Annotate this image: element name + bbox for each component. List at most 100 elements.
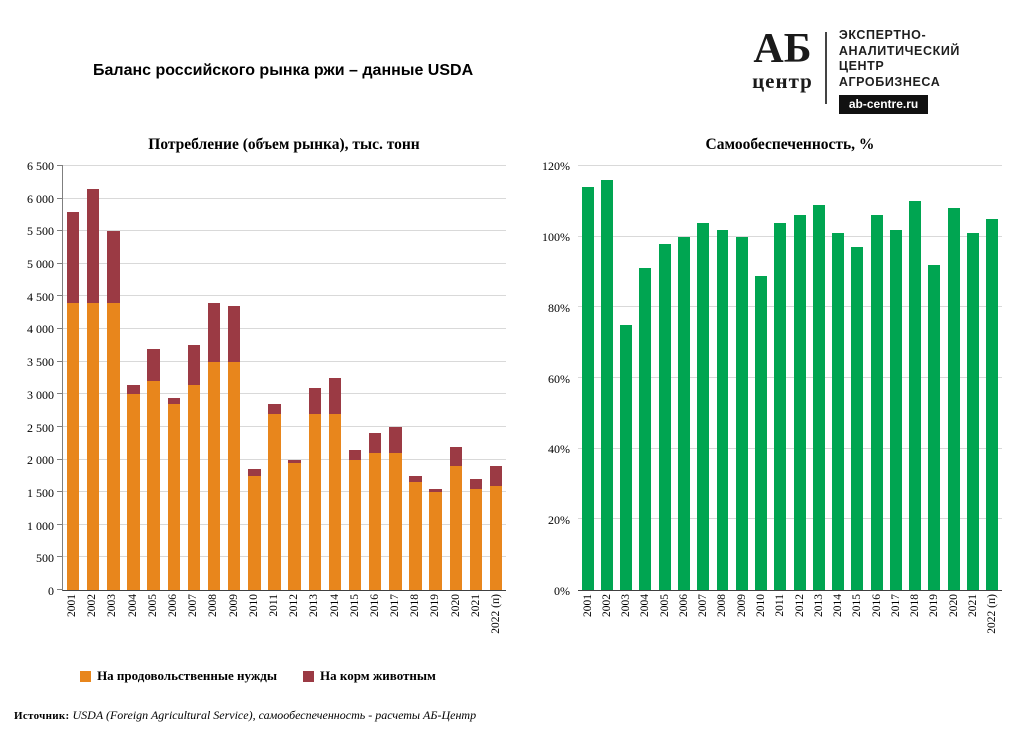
bar-2011 xyxy=(268,166,281,590)
bar-2020 xyxy=(947,166,960,590)
bar-segment xyxy=(288,459,301,463)
bar-slot xyxy=(963,166,982,590)
page-title: Баланс российского рынка ржи – данные US… xyxy=(93,62,474,79)
bars-container xyxy=(63,166,506,590)
y-axis-label: 4 500 xyxy=(27,289,54,304)
x-axis-slot: 2007 xyxy=(183,591,203,655)
y-axis-tick xyxy=(57,165,63,166)
bar-segment xyxy=(697,222,710,590)
x-axis-slot: 2019 xyxy=(925,591,944,655)
x-axis-label: 2004 xyxy=(639,594,652,617)
x-axis: 2001 2002 2003 2004 2005 2006 2007 2008 2009 2010… xyxy=(578,591,1002,655)
bar-segment xyxy=(409,475,422,483)
bar-segment xyxy=(167,404,181,590)
y-axis-tick xyxy=(57,230,63,232)
y-axis-label: 5 000 xyxy=(27,257,54,272)
y-axis-label: 60% xyxy=(548,371,570,386)
legend-item: На продовольственные нужды xyxy=(80,668,277,684)
logo-right-block: ЭКСПЕРТНО- АНАЛИТИЧЕСКИЙ ЦЕНТР АГРОБИЗНЕСА … xyxy=(838,28,960,114)
bar-slot xyxy=(144,166,164,590)
bar-2019 xyxy=(928,166,941,590)
plot-area xyxy=(57,165,506,591)
legend-label: На продовольственные нужды xyxy=(97,668,278,683)
bar-2007 xyxy=(697,166,710,590)
bar-slot xyxy=(771,166,790,590)
bar-segment xyxy=(127,394,140,590)
bar-2009 xyxy=(227,166,241,590)
x-axis-label: 2008 xyxy=(207,594,220,617)
y-axis-label: 6 000 xyxy=(27,191,54,206)
bar-slot xyxy=(925,166,944,590)
bar-slot xyxy=(224,166,244,590)
legend-label: На корм животным xyxy=(320,668,436,683)
bar-2008 xyxy=(207,166,221,590)
bar-2016 xyxy=(870,166,883,590)
bar-segment xyxy=(167,397,181,405)
logo-wordmark: АБ центр xyxy=(752,28,813,92)
bar-slot xyxy=(674,166,693,590)
logo-subtitle-line: ЦЕНТР xyxy=(838,59,885,73)
bar-2018 xyxy=(409,166,422,590)
x-axis-label: 2001 xyxy=(66,594,79,617)
x-axis-label: 2016 xyxy=(368,594,381,617)
gridline xyxy=(63,165,506,166)
x-axis-label: 2011 xyxy=(267,594,280,617)
bar-segment xyxy=(966,233,979,590)
y-axis-label: 0 xyxy=(48,584,54,598)
source-label: Источник: xyxy=(14,710,70,722)
gridline xyxy=(63,360,506,362)
logo-subtitle-line: АГРОБИЗНЕСА xyxy=(838,74,941,89)
bar-segment xyxy=(429,488,442,493)
bar-segment xyxy=(469,479,483,489)
bar-segment xyxy=(755,275,767,590)
bar-slot xyxy=(906,166,925,590)
y-axis-label: 100% xyxy=(542,229,570,244)
gridline xyxy=(63,197,506,199)
x-axis-slot: 2010 xyxy=(244,591,264,655)
x-axis-label: 2015 xyxy=(348,594,361,617)
bar-slot xyxy=(655,166,674,590)
chart-title: Потребление (объем рынка), тыс. тонн xyxy=(148,136,420,153)
bar-slot xyxy=(790,166,809,590)
x-axis-label: 2009 xyxy=(735,594,748,617)
y-axis-label: 2 500 xyxy=(27,420,54,435)
x-axis-label: 2009 xyxy=(227,594,240,617)
x-axis-label: 2005 xyxy=(146,594,159,617)
bar-slot xyxy=(578,166,597,590)
bar-2001 xyxy=(581,166,594,590)
bar-2013 xyxy=(308,166,321,590)
bar-2013 xyxy=(812,166,825,590)
bar-2012 xyxy=(288,166,301,590)
logo-subtitle-line: АНАЛИТИЧЕСКИЙ xyxy=(838,43,960,58)
x-axis-slot: 2004 xyxy=(123,591,143,655)
x-axis-slot: 2015 xyxy=(848,591,867,655)
gridline xyxy=(578,306,1002,308)
ab-centre-logo: АБ центр ЭКСПЕРТНО- АНАЛИТИЧЕСКИЙ ЦЕНТР АГР… xyxy=(752,28,960,114)
bar-2012 xyxy=(793,166,806,590)
bar-2021 xyxy=(966,166,979,590)
bar-segment xyxy=(716,229,729,590)
bar-segment xyxy=(348,449,362,460)
x-axis-slot: 2008 xyxy=(713,591,732,655)
gridline xyxy=(63,393,506,395)
x-axis-label: 2008 xyxy=(716,594,729,617)
gridline xyxy=(63,328,506,330)
bar-2022 (п) xyxy=(489,166,503,590)
bar-2022 (п) xyxy=(986,166,999,590)
y-axis-label: 3 000 xyxy=(27,387,54,402)
bar-segment xyxy=(812,204,825,590)
bar-segment xyxy=(268,404,281,414)
x-axis-slot: 2011 xyxy=(771,591,790,655)
gridline xyxy=(578,235,1002,237)
x-axis-label: 2016 xyxy=(870,594,883,617)
plot-wrap: 2001 2002 2003 2004 2005 2006 2007 2008 2009 2010… xyxy=(578,165,1002,655)
bar-slot xyxy=(713,166,732,590)
x-axis-slot: 2003 xyxy=(617,591,636,655)
bar-segment xyxy=(308,413,321,590)
x-axis-label: 2018 xyxy=(409,594,422,617)
x-axis-slot: 2014 xyxy=(324,591,344,655)
bar-2017 xyxy=(889,166,902,590)
y-axis-label: 40% xyxy=(548,442,570,457)
bar-segment xyxy=(389,453,402,590)
x-axis-slot: 2013 xyxy=(809,591,828,655)
